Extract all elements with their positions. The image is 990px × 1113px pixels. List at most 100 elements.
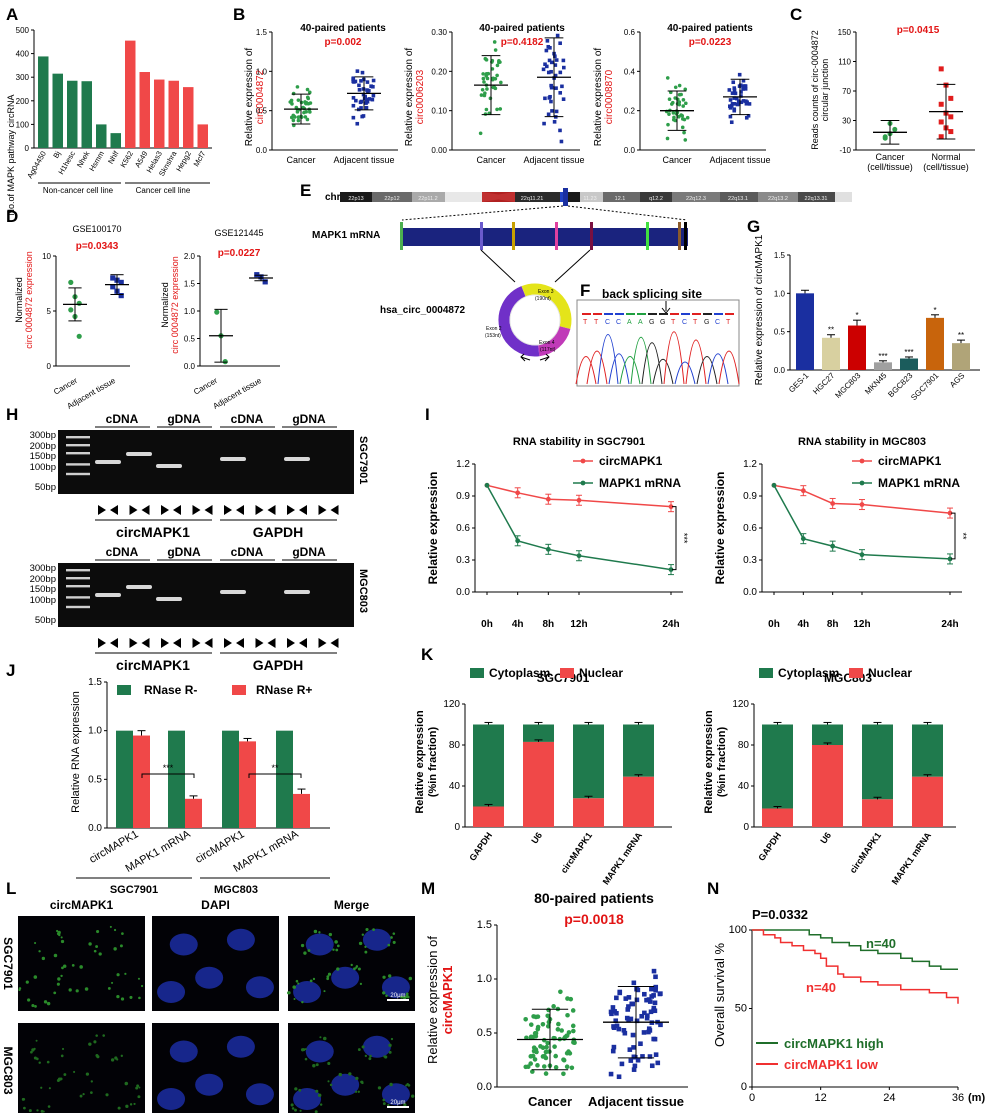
cytoplasm-signal bbox=[392, 932, 396, 935]
nucleus bbox=[381, 1083, 410, 1106]
chr-band bbox=[798, 192, 835, 202]
bar-ges-1 bbox=[796, 293, 814, 370]
nucleus bbox=[157, 1088, 186, 1110]
data-point bbox=[948, 95, 954, 101]
y-axis-title: Relative expression bbox=[414, 710, 426, 814]
data-point bbox=[938, 134, 944, 140]
nucleus bbox=[293, 1088, 322, 1110]
cytoplasm-signal bbox=[372, 928, 375, 931]
data-point bbox=[495, 63, 500, 68]
data-point bbox=[549, 85, 554, 90]
primer-arrow bbox=[299, 638, 307, 648]
exon-mark bbox=[400, 222, 403, 250]
data-point bbox=[610, 1005, 616, 1010]
data-point bbox=[545, 1024, 551, 1029]
ladder-band bbox=[66, 605, 90, 609]
data-point bbox=[741, 78, 746, 83]
column-label: DAPI bbox=[201, 898, 230, 912]
data-point bbox=[671, 111, 676, 115]
panel-b-ylabel-red: circ0006203 bbox=[415, 69, 426, 124]
data-point bbox=[547, 58, 552, 63]
y-tick-label: 0.20 bbox=[431, 67, 447, 76]
cytoplasm-signal bbox=[38, 1061, 41, 1064]
peak bbox=[608, 353, 630, 385]
data-point bbox=[371, 84, 375, 89]
cytoplasm-signal bbox=[90, 1080, 93, 1083]
data-point bbox=[730, 91, 735, 95]
cytoplasm-signal bbox=[60, 1054, 64, 1058]
data-point bbox=[545, 1013, 551, 1019]
bar-ag04450 bbox=[38, 56, 49, 148]
cytoplasm-signal bbox=[302, 1048, 306, 1052]
data-point bbox=[485, 87, 489, 91]
bar-nuclear bbox=[862, 799, 893, 827]
data-point bbox=[544, 1044, 549, 1050]
data-point bbox=[531, 1048, 537, 1054]
base-bar bbox=[593, 313, 602, 315]
dna-band bbox=[126, 452, 152, 456]
panel-b-ylabel-red: circ0008870 bbox=[604, 69, 615, 124]
bar-rnase-minus bbox=[276, 730, 293, 828]
data-point bbox=[535, 1014, 541, 1019]
cytoplasm-signal bbox=[53, 991, 57, 995]
y-tick-label: 0 bbox=[47, 362, 52, 371]
micrograph-mgc803-circmapk1 bbox=[18, 1023, 145, 1113]
cytoplasm-signal bbox=[73, 1070, 76, 1074]
bar-nuclear bbox=[762, 808, 793, 827]
y-tick-label: 0 bbox=[743, 822, 749, 833]
cytoplasm-signal bbox=[400, 995, 404, 999]
panel-b-sub-3: 40-paired patients p=0.0223 Relative exp… bbox=[593, 23, 771, 165]
panel-c-x2b: (cell/tissue) bbox=[923, 162, 969, 172]
y-tick-label: 0.0 bbox=[624, 146, 636, 155]
cytoplasm-signal bbox=[120, 1054, 123, 1058]
chr-band bbox=[758, 192, 798, 202]
locus-marker bbox=[563, 188, 568, 206]
y-tick-label: 1.0 bbox=[477, 973, 492, 985]
panel-d-left-title: GSE100170 bbox=[72, 224, 121, 234]
cytoplasm-signal bbox=[361, 1045, 365, 1049]
primer-arrow bbox=[161, 638, 169, 648]
panel-d-right-pvalue: p=0.0227 bbox=[218, 248, 261, 259]
cytoplasm-signal bbox=[406, 995, 410, 999]
arrow bbox=[520, 353, 531, 362]
legend-label: Nuclear bbox=[868, 666, 912, 680]
y-tick-label: 300 bbox=[16, 73, 30, 82]
cytoplasm-signal bbox=[336, 967, 340, 971]
data-point bbox=[554, 86, 558, 90]
base-g: G bbox=[704, 319, 709, 326]
exon-mark bbox=[555, 222, 558, 250]
chr-band bbox=[580, 192, 603, 202]
primer-arrow bbox=[204, 638, 213, 648]
data-point bbox=[366, 89, 370, 94]
data-point bbox=[558, 989, 563, 995]
base-bar bbox=[681, 313, 690, 315]
band-label: 22q12.3 bbox=[686, 196, 706, 202]
cytoplasm-signal bbox=[82, 1092, 85, 1096]
significance: * bbox=[855, 311, 858, 320]
panel-b-sub-1: 40-paired patients p=0.002 Relative expr… bbox=[244, 23, 395, 165]
primer-arrow bbox=[224, 638, 232, 648]
data-point bbox=[681, 98, 686, 102]
data-point bbox=[360, 70, 365, 75]
data-point bbox=[634, 997, 640, 1003]
cytoplasm-signal bbox=[322, 1036, 327, 1041]
data-point bbox=[631, 980, 637, 986]
legend-marker bbox=[580, 458, 586, 464]
primer-arrow bbox=[330, 505, 339, 515]
cytoplasm-signal bbox=[59, 1077, 63, 1081]
cytoplasm-signal bbox=[55, 929, 59, 933]
bar-cytoplasm bbox=[473, 724, 504, 807]
data-point bbox=[626, 1004, 631, 1009]
y-tick-label: 0.9 bbox=[743, 491, 757, 502]
cytoplasm-signal bbox=[137, 977, 141, 980]
data-point bbox=[558, 41, 562, 46]
cytoplasm-signal bbox=[390, 1037, 394, 1041]
primer-arrow bbox=[192, 505, 201, 515]
survival-curve-high bbox=[752, 929, 958, 970]
band-label: 22q11.21 bbox=[521, 196, 544, 202]
data-point bbox=[357, 83, 361, 88]
y-tick-label: 0.5 bbox=[88, 774, 102, 785]
y-axis-title: Relative expression bbox=[426, 472, 440, 585]
data-point bbox=[555, 1027, 561, 1032]
y-tick-label: 100 bbox=[16, 120, 30, 129]
